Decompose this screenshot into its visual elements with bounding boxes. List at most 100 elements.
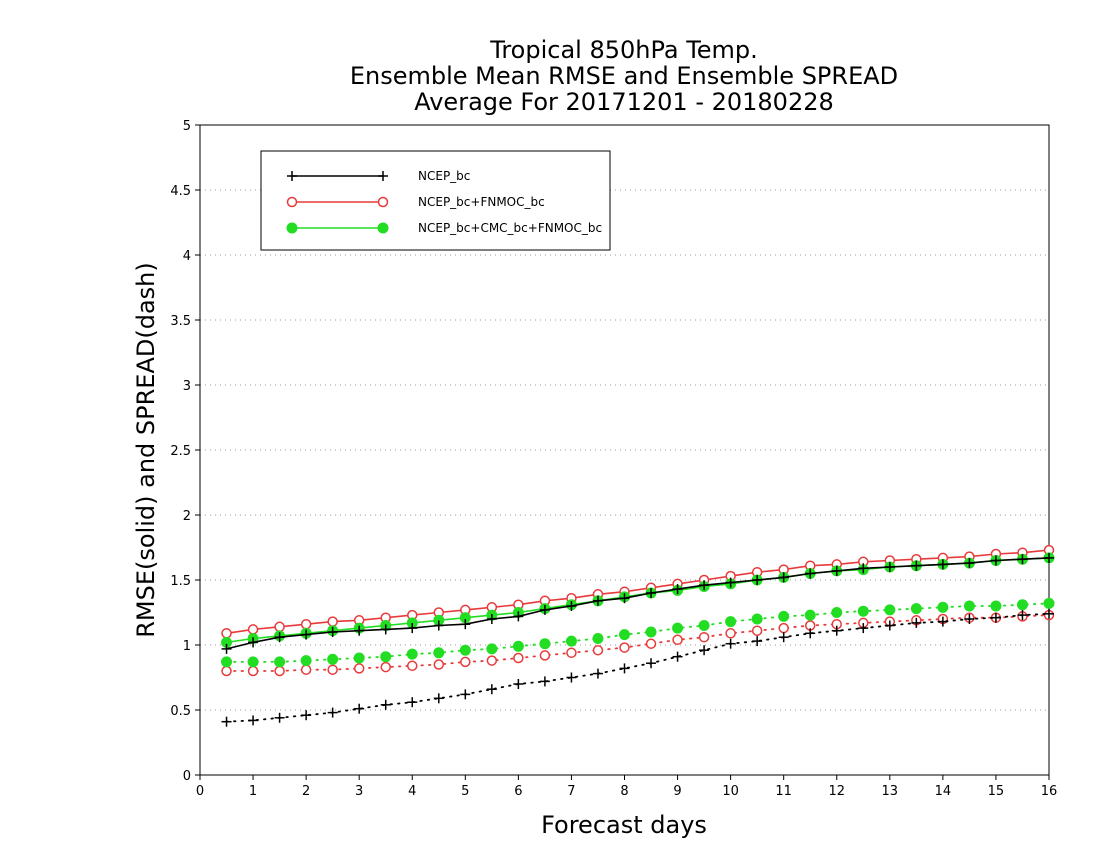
spread-point xyxy=(274,656,286,668)
spread-point xyxy=(353,663,365,674)
legend-label: NCEP_bc xyxy=(418,169,470,183)
y-tick-label: 1 xyxy=(183,639,191,654)
spread-point xyxy=(990,600,1002,612)
spread-point xyxy=(380,699,391,710)
series-layer xyxy=(221,544,1055,727)
series-ncep-bc-fnmoc-bc-rmse xyxy=(221,544,1055,639)
rmse-point xyxy=(646,588,657,598)
legend-entry: NCEP_bc+CMC_bc+FNMOC_bc xyxy=(286,221,602,235)
legend-label: NCEP_bc+CMC_bc+FNMOC_bc xyxy=(418,221,602,235)
legend-label: NCEP_bc+FNMOC_bc xyxy=(418,195,545,209)
rmse-point xyxy=(354,625,365,636)
rmse-point xyxy=(300,618,312,630)
spread-point xyxy=(539,650,551,661)
y-tick-label: 3.5 xyxy=(170,314,191,329)
spread-point xyxy=(407,697,418,708)
spread-point xyxy=(1044,608,1054,619)
rmse-line xyxy=(226,549,1050,635)
legend-marker xyxy=(286,222,298,234)
x-tick-label: 15 xyxy=(988,784,1005,799)
legend-marker xyxy=(286,196,298,208)
x-tick-label: 10 xyxy=(722,784,739,799)
spread-point xyxy=(300,664,312,675)
spread-point xyxy=(990,612,1001,623)
spread-line xyxy=(225,602,1050,663)
rmse-point xyxy=(486,614,497,624)
spread-point xyxy=(804,609,816,621)
spread-point xyxy=(884,620,895,631)
spread-point xyxy=(539,638,551,650)
spread-point xyxy=(1043,597,1055,609)
spread-point xyxy=(433,647,445,659)
rmse-point xyxy=(274,621,285,633)
series-ncep-bc-cmc-bc-fnmoc-bc-rmse xyxy=(221,552,1055,648)
x-tick-label: 2 xyxy=(302,784,310,799)
spread-point xyxy=(646,658,657,669)
spread-point xyxy=(858,623,869,634)
spread-point xyxy=(539,676,550,687)
y-tick-label: 2.5 xyxy=(170,444,191,459)
rmse-point xyxy=(566,601,577,611)
rmse-point xyxy=(513,611,524,622)
series-ncep-bc-rmse xyxy=(221,552,1054,654)
spread-point xyxy=(459,644,471,656)
legend-entry: NCEP_bc xyxy=(287,169,470,183)
spread-point xyxy=(699,645,710,656)
spread-point xyxy=(937,616,948,627)
x-axis-label: Forecast days xyxy=(541,811,707,839)
rmse-point xyxy=(937,559,948,570)
spread-point xyxy=(327,707,338,718)
x-tick-label: 8 xyxy=(620,784,628,799)
rmse-line xyxy=(226,557,1050,650)
spread-point xyxy=(725,616,737,628)
series-ncep-bc-cmc-bc-fnmoc-bc-spread xyxy=(221,597,1055,668)
spread-point xyxy=(460,689,471,700)
spread-point xyxy=(805,628,816,639)
spread-point xyxy=(725,638,736,649)
rmse-point xyxy=(911,560,922,571)
spread-point xyxy=(884,604,896,616)
x-tick-label: 14 xyxy=(935,784,952,799)
legend-box xyxy=(260,150,611,251)
spread-point xyxy=(486,643,498,655)
x-axis: 0 1 2 3 4 5 6 7 8 9 10 11 12 13 14 15 16 xyxy=(196,775,1057,799)
spread-point xyxy=(566,647,577,659)
spread-point xyxy=(486,684,497,695)
spread-point xyxy=(1017,610,1028,621)
spread-point xyxy=(592,633,604,644)
rmse-point xyxy=(990,555,1001,566)
spread-point xyxy=(937,601,949,613)
rmse-point xyxy=(858,563,869,574)
legend-marker xyxy=(377,196,389,208)
rmse-point xyxy=(221,643,232,654)
rmse-point xyxy=(433,620,444,631)
spread-point xyxy=(698,631,710,643)
legend-entry: NCEP_bc+FNMOC_bc xyxy=(286,195,545,209)
spread-point xyxy=(221,716,232,727)
rmse-point xyxy=(407,623,418,634)
spread-point xyxy=(460,656,471,668)
spread-point xyxy=(406,648,418,660)
rmse-point xyxy=(1017,554,1028,565)
y-tick-label: 0.5 xyxy=(170,704,191,719)
x-tick-label: 12 xyxy=(828,784,845,799)
spread-point xyxy=(565,635,577,647)
spread-point xyxy=(327,653,339,665)
x-tick-label: 3 xyxy=(355,784,363,799)
rmse-point xyxy=(327,616,338,627)
rmse-line xyxy=(226,557,1050,644)
spread-point xyxy=(592,644,604,656)
rmse-point xyxy=(221,628,232,639)
spread-point xyxy=(353,652,365,664)
title-line-1: Tropical 850hPa Temp. xyxy=(489,36,758,64)
spread-point xyxy=(433,693,444,704)
rmse-point xyxy=(964,558,975,569)
spread-point xyxy=(274,712,285,723)
y-tick-label: 1.5 xyxy=(170,574,191,589)
rmse-point xyxy=(380,624,391,635)
x-tick-label: 16 xyxy=(1041,784,1058,799)
spread-point xyxy=(221,665,232,677)
x-tick-label: 13 xyxy=(882,784,899,799)
spread-point xyxy=(725,628,736,639)
spread-point xyxy=(672,634,683,646)
